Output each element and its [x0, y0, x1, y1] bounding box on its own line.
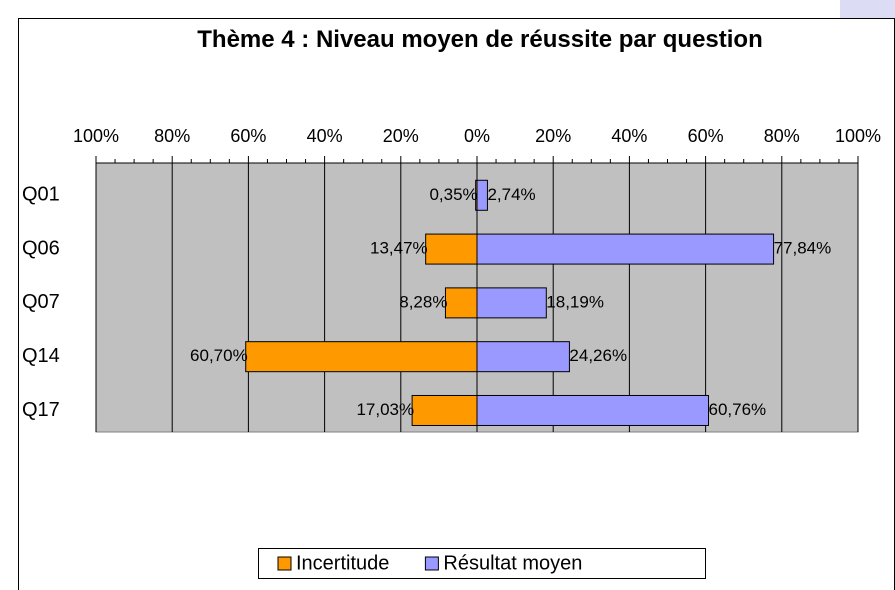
y-tick-label: Q06 [22, 237, 60, 259]
bar [476, 233, 775, 265]
bar [476, 179, 488, 211]
data-label: 17,03% [356, 400, 414, 419]
corner-decor [840, 0, 895, 18]
data-label: 77,84% [774, 239, 832, 258]
x-tick-label: 60% [688, 126, 724, 146]
data-label: 8,28% [399, 292, 447, 311]
data-label: 0,35% [429, 185, 477, 204]
bar [476, 287, 547, 319]
x-tick-label: 40% [307, 126, 343, 146]
bar [425, 233, 478, 265]
data-label: 13,47% [370, 239, 428, 258]
chart-title: Thème 4 : Niveau moyen de réussite par q… [197, 26, 763, 53]
x-tick-label: 80% [154, 126, 190, 146]
legend-box [258, 548, 706, 579]
bar [411, 394, 478, 426]
y-tick-label: Q07 [22, 291, 60, 313]
x-tick-label: 100% [73, 126, 119, 146]
y-tick-label: Q01 [22, 184, 60, 206]
y-tick-label: Q17 [22, 399, 60, 421]
x-tick-label: 60% [230, 126, 266, 146]
bar [444, 287, 478, 319]
x-tick-label: 80% [764, 126, 800, 146]
bar [476, 394, 709, 426]
bar [476, 341, 570, 373]
data-label: 24,26% [569, 346, 627, 365]
y-tick-label: Q14 [22, 345, 60, 367]
legend-label: Résultat moyen [443, 552, 582, 574]
data-label: 2,74% [487, 185, 535, 204]
x-tick-label: 100% [835, 126, 881, 146]
data-label: 18,19% [546, 292, 604, 311]
x-tick-label: 20% [535, 126, 571, 146]
x-tick-label: 40% [611, 126, 647, 146]
data-label: 60,76% [708, 400, 766, 419]
legend-label: Incertitude [296, 552, 389, 574]
x-tick-label: 0% [464, 126, 490, 146]
legend-swatch [277, 556, 292, 571]
x-tick-label: 20% [383, 126, 419, 146]
bar [245, 341, 478, 373]
legend-swatch [424, 556, 439, 571]
data-label: 60,70% [190, 346, 248, 365]
